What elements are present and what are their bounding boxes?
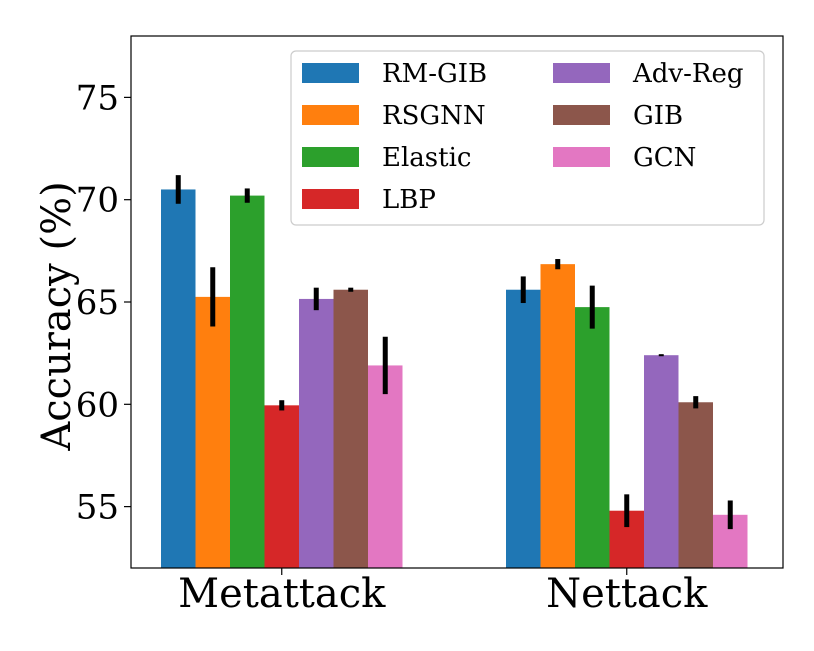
bar-adv-reg-nettack bbox=[644, 355, 679, 568]
x-axis: Metattack Nettack bbox=[178, 568, 708, 617]
bar-gib-metattack bbox=[333, 289, 368, 568]
legend-label-rsgnn: RSGNN bbox=[382, 101, 486, 131]
bar-gib-nettack bbox=[678, 402, 713, 568]
legend-swatch-elastic bbox=[302, 147, 359, 167]
bar-elastic-metattack bbox=[230, 195, 265, 568]
y-tick-label-65: 65 bbox=[76, 283, 119, 323]
legend-label-gib: GIB bbox=[633, 101, 683, 131]
bar-adv-reg-metattack bbox=[299, 298, 334, 568]
y-tick-label-70: 70 bbox=[76, 181, 119, 221]
legend-swatch-lbp bbox=[302, 189, 359, 209]
legend-label-adv-reg: Adv-Reg bbox=[632, 59, 744, 89]
legend-swatch-rm-gib bbox=[302, 63, 359, 83]
y-tick-label-60: 60 bbox=[76, 385, 119, 425]
y-axis: 55 60 65 70 75 bbox=[76, 78, 131, 528]
legend-swatch-adv-reg bbox=[553, 63, 610, 83]
bar-rsgnn-nettack bbox=[540, 264, 575, 568]
legend-box bbox=[290, 50, 765, 226]
legend: RM-GIB RSGNN Elastic LBP Adv-Reg GIB GCN bbox=[290, 50, 765, 226]
legend-label-elastic: Elastic bbox=[382, 143, 471, 173]
y-tick-label-55: 55 bbox=[76, 488, 119, 528]
legend-swatch-gcn bbox=[553, 147, 610, 167]
bar-rm-gib-metattack bbox=[161, 189, 196, 568]
y-tick-label-75: 75 bbox=[76, 78, 119, 118]
legend-swatch-gib bbox=[553, 105, 610, 125]
bar-rsgnn-metattack bbox=[195, 296, 230, 568]
bar-rm-gib-nettack bbox=[506, 289, 541, 568]
legend-label-rm-gib: RM-GIB bbox=[382, 59, 487, 89]
y-axis-title: Accuracy (%) bbox=[34, 181, 80, 451]
plot-area bbox=[130, 35, 784, 569]
legend-swatch-rsgnn bbox=[302, 105, 359, 125]
bar-elastic-nettack bbox=[575, 307, 610, 568]
legend-label-lbp: LBP bbox=[382, 185, 436, 215]
bar-gcn-metattack bbox=[368, 365, 403, 568]
x-tick-label-nettack: Nettack bbox=[546, 571, 708, 617]
legend-label-gcn: GCN bbox=[633, 143, 696, 173]
bar-lbp-metattack bbox=[264, 405, 299, 568]
x-tick-label-metattack: Metattack bbox=[178, 571, 386, 617]
